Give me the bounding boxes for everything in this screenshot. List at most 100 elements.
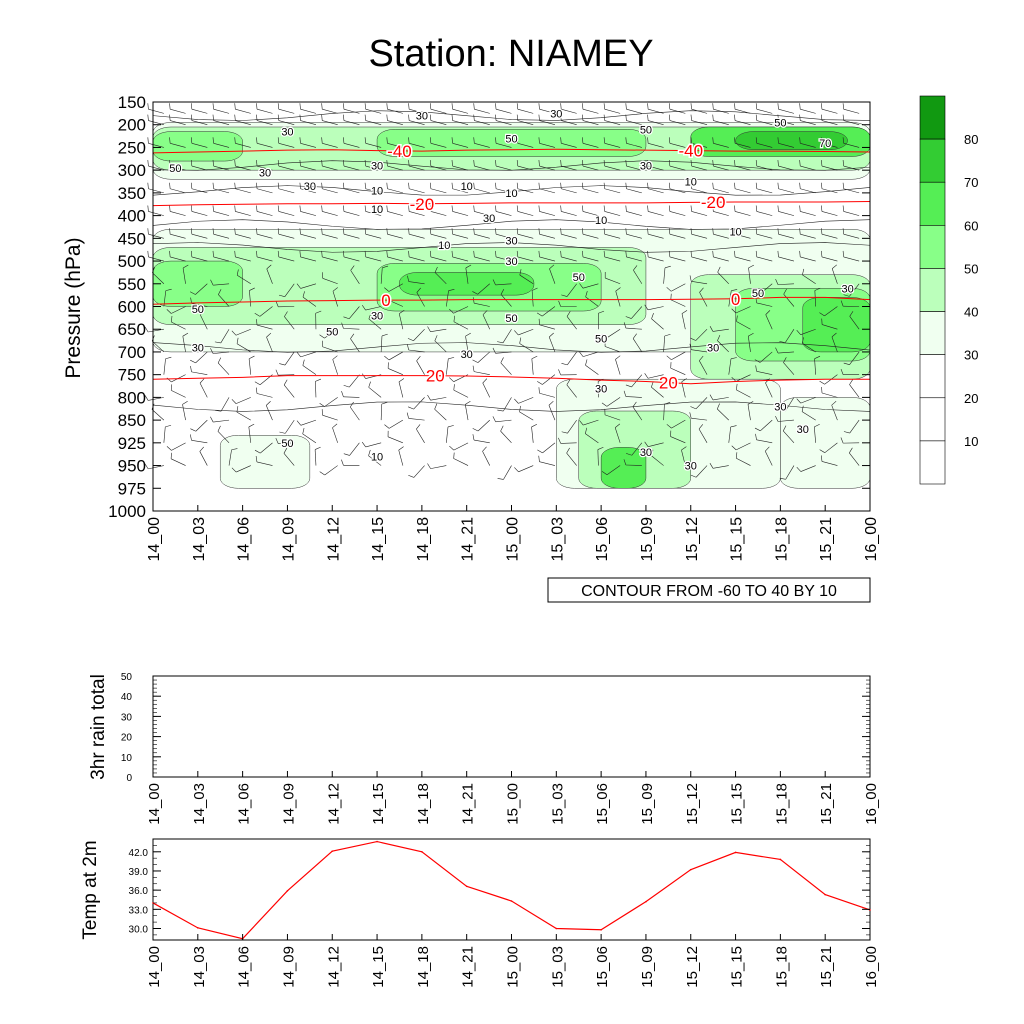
wind-barb-flag (799, 205, 801, 212)
temp-tick-label: 30.0 (129, 924, 149, 935)
time-tick-label: 15_18 (773, 517, 790, 562)
wind-barb (299, 228, 317, 239)
wind-barb-flag (495, 103, 497, 110)
wind-barb-flag (217, 425, 221, 432)
wind-barb-staff (539, 211, 556, 216)
wind-barb-staff (452, 256, 469, 262)
wind-barb (625, 114, 642, 126)
wind-barb-flag (849, 311, 854, 317)
wind-barb-staff (430, 465, 447, 469)
wind-barb (538, 137, 556, 148)
wind-barb (434, 266, 447, 284)
wind-barb-flag (407, 338, 414, 342)
pressure-tick-label: 950 (118, 457, 146, 476)
wind-barb-flag (821, 205, 823, 212)
wind-barb (386, 137, 403, 148)
humidity-contour-label: 10 (371, 204, 383, 216)
wind-barb-flag (434, 266, 438, 273)
wind-barb (849, 447, 860, 466)
wind-barb (302, 291, 317, 307)
time-tick-label: 15_15 (729, 517, 746, 562)
temp-time-tick-label: 15_03 (549, 946, 566, 988)
wind-barb-flag (644, 373, 649, 379)
wind-barb-staff (561, 211, 577, 216)
wind-barb-staff (734, 188, 751, 194)
temp-point (645, 900, 647, 903)
wind-barb-staff (821, 108, 838, 114)
wind-barb-staff (626, 256, 642, 262)
wind-barb (755, 103, 773, 114)
wind-barb (531, 287, 538, 307)
wind-barb (453, 384, 469, 398)
shading-region (152, 131, 243, 162)
wind-barb (814, 287, 821, 307)
wind-barb-staff (474, 371, 490, 375)
wind-barb (364, 250, 382, 262)
wind-barb (171, 315, 186, 330)
wind-barb-staff (495, 233, 512, 239)
wind-barb-flag (666, 287, 672, 292)
wind-barb-staff (734, 233, 751, 239)
wind-barb-staff (416, 428, 425, 443)
wind-barb-flag (217, 357, 222, 364)
humidity-contour-label: 30 (640, 447, 652, 459)
wind-barb-staff (300, 351, 317, 358)
wind-barb (234, 182, 251, 194)
wind-barb (842, 160, 860, 171)
rain-time-tick-label: 14_00 (146, 783, 163, 825)
wind-barb-flag (734, 160, 736, 167)
wind-barb-staff (691, 256, 708, 262)
wind-barb-flag (408, 114, 410, 121)
wind-barb (582, 137, 599, 148)
wind-barb (603, 182, 621, 194)
wind-barb (777, 228, 795, 239)
wind-barb-staff (800, 256, 816, 262)
wind-barb-flag (633, 265, 638, 271)
wind-barb-flag (408, 137, 410, 144)
wind-barb (416, 355, 425, 375)
wind-barb (783, 357, 795, 375)
wind-barb (668, 182, 686, 194)
wind-barb (558, 369, 577, 376)
wind-barb-flag (734, 250, 736, 257)
wind-barb-staff (843, 108, 860, 114)
wind-barb-staff (531, 290, 534, 307)
wind-barb (650, 449, 664, 466)
wind-barb-staff (821, 392, 838, 398)
humidity-contour-line (152, 160, 871, 171)
wind-barb (731, 306, 751, 314)
wind-barb (406, 344, 425, 353)
wind-barb (495, 205, 512, 216)
wind-barb-flag (364, 182, 366, 189)
wind-barb (434, 403, 447, 421)
wind-barb-flag (582, 205, 584, 212)
wind-barb-flag (254, 449, 261, 454)
wind-barb (625, 250, 642, 262)
pressure-tick-label: 1000 (108, 502, 146, 521)
wind-barb-staff (561, 188, 577, 194)
wind-barb-staff (365, 233, 382, 239)
humidity-contour-label: 30 (797, 424, 809, 436)
wind-barb (190, 365, 208, 375)
wind-barb-flag (690, 114, 692, 121)
wind-barb-flag (350, 265, 355, 271)
wind-barb-staff (785, 397, 795, 412)
wind-barb-flag (190, 228, 193, 235)
wind-barb (299, 114, 317, 126)
wind-barb-flag (601, 334, 607, 339)
wind-barb-staff (669, 120, 686, 126)
wind-barb-flag (647, 228, 649, 235)
wind-barb-staff (278, 108, 295, 114)
wind-barb-flag (601, 402, 608, 407)
wind-barb (429, 205, 447, 216)
wind-barb-staff (474, 256, 490, 262)
wind-barb-flag (561, 294, 568, 297)
temp-point (421, 850, 423, 853)
wind-barb (364, 160, 382, 171)
wind-barb (482, 446, 491, 466)
wind-barb-flag (734, 103, 736, 110)
wind-barb-staff (235, 188, 251, 194)
wind-barb-staff (539, 120, 556, 126)
temp-time-tick-label: 16_00 (863, 946, 880, 988)
wind-barb-staff (695, 465, 708, 478)
